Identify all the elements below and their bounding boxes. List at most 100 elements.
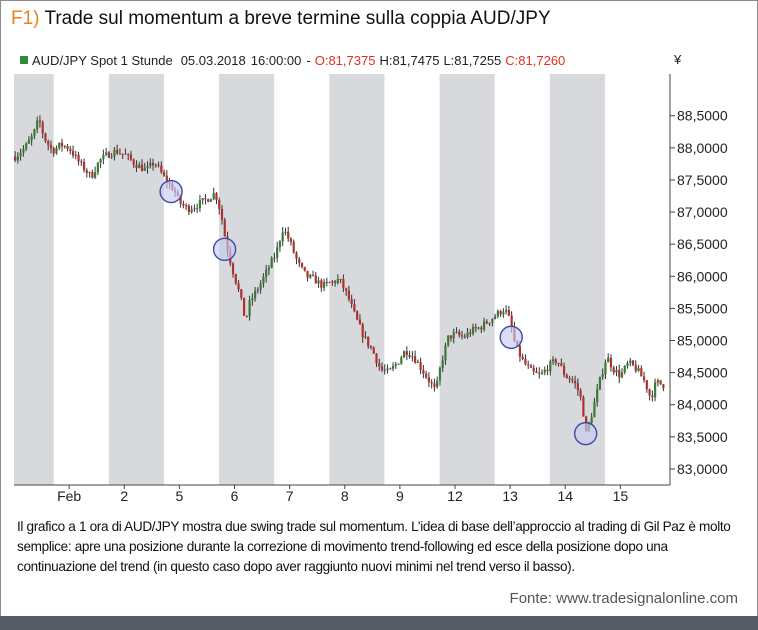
candle-body (458, 331, 461, 336)
candle-body (596, 389, 599, 403)
candle-body (460, 335, 464, 337)
x-tick-label: 12 (447, 488, 463, 504)
candle-body (16, 156, 19, 161)
candle-body (242, 297, 246, 316)
candle-body (411, 356, 414, 358)
candle-body (289, 238, 293, 242)
candle-body (356, 311, 359, 320)
x-tick-label: Feb (57, 488, 81, 504)
figure-caption: Il grafico a 1 ora di AUD/JPY mostra due… (17, 519, 731, 574)
legend-high-label: H: (379, 53, 392, 68)
candle-body (49, 144, 53, 149)
candle-body (265, 269, 268, 277)
candle-body (582, 396, 585, 417)
candle-body (58, 142, 61, 148)
candle-body (607, 357, 610, 363)
candle-body (218, 200, 221, 209)
candle-body (452, 332, 455, 339)
y-tick-label: 83,5000 (677, 429, 728, 445)
candle-body (416, 361, 419, 363)
candle-body (113, 149, 116, 157)
candle-body (328, 282, 331, 284)
candle-body (52, 148, 55, 154)
candle-body (433, 383, 436, 388)
candle-body (551, 359, 555, 362)
candle-body (254, 290, 257, 299)
candle-body (389, 368, 392, 370)
candle-body (645, 380, 648, 390)
candle-body (102, 154, 105, 160)
figure-title-text: Trade sul momentum a breve termine sulla… (44, 8, 551, 29)
candle-body (212, 193, 215, 200)
y-tick-label: 88,0000 (677, 140, 728, 156)
candle-body (36, 120, 39, 130)
candle-body (22, 148, 25, 154)
candle-body (507, 309, 511, 316)
x-tick-label: 2 (120, 488, 128, 504)
candle-body (215, 193, 218, 201)
candle-body (325, 281, 328, 283)
candle-body (626, 363, 629, 367)
candle-body (179, 195, 182, 204)
y-axis-ticks: 88,5000 88,0000 87,5000 87,0000 86,5000 86,00… (670, 108, 728, 477)
candle-body (372, 347, 375, 354)
candle-body (182, 203, 185, 206)
candle-body (347, 290, 350, 300)
candle-body (190, 209, 193, 213)
candle-body (455, 331, 458, 333)
swing-marker (212, 237, 237, 262)
x-tick-label: 5 (175, 488, 183, 504)
candle-body (425, 373, 428, 378)
candle-body (397, 363, 400, 365)
candle-body (375, 353, 378, 364)
candle-body (527, 364, 530, 366)
y-tick-label: 86,0000 (677, 268, 728, 284)
candle-body (361, 324, 364, 338)
candle-body (110, 156, 113, 158)
candle-body (295, 252, 298, 259)
candle-body (14, 156, 17, 161)
shade-band (439, 74, 495, 485)
candle-body (430, 382, 433, 384)
candle-body (143, 167, 146, 171)
candle-body (135, 164, 138, 169)
candle-body (659, 380, 662, 385)
candle-body (47, 141, 50, 145)
candle-body (640, 368, 643, 377)
candle-body (524, 358, 527, 365)
candle-body (234, 274, 237, 284)
candle-body (560, 363, 563, 367)
bottom-bar (0, 616, 758, 630)
swing-markers (159, 179, 598, 446)
candle-body (485, 321, 488, 324)
candle-body (474, 326, 477, 329)
candle-body (334, 281, 337, 284)
candle-body (80, 161, 83, 163)
candle-body (471, 326, 475, 334)
candle-body (317, 280, 320, 284)
candle-body (518, 346, 522, 357)
candlestick-chart: 88,5000 88,0000 87,5000 87,0000 86,5000 86,00… (14, 52, 728, 504)
candle-body (198, 200, 202, 209)
candle-body (496, 311, 499, 317)
candle-body (369, 346, 373, 348)
candle-body (94, 172, 97, 178)
candle-body (41, 122, 44, 134)
y-tick-label: 85,0000 (677, 333, 728, 349)
candle-body (505, 309, 508, 312)
candle-body (96, 162, 99, 173)
candle-body (240, 289, 243, 298)
candle-body (402, 351, 406, 358)
candle-body (118, 153, 122, 155)
legend-high: 81,7475 (392, 53, 439, 68)
candle-body (185, 205, 188, 207)
candle-body (38, 120, 42, 123)
candle-body (140, 164, 144, 171)
candle-body (491, 318, 494, 323)
candle-body (71, 150, 75, 156)
candle-body (609, 357, 613, 368)
candle-body (510, 315, 513, 328)
legend-open-label: O: (315, 53, 329, 68)
candle-body (292, 241, 295, 253)
candle-body (540, 372, 544, 374)
